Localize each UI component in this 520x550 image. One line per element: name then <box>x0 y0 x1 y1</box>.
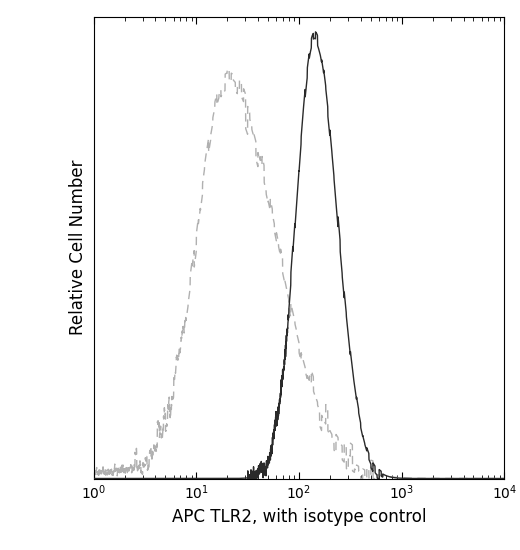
Y-axis label: Relative Cell Number: Relative Cell Number <box>69 160 87 336</box>
X-axis label: APC TLR2, with isotype control: APC TLR2, with isotype control <box>172 508 426 525</box>
